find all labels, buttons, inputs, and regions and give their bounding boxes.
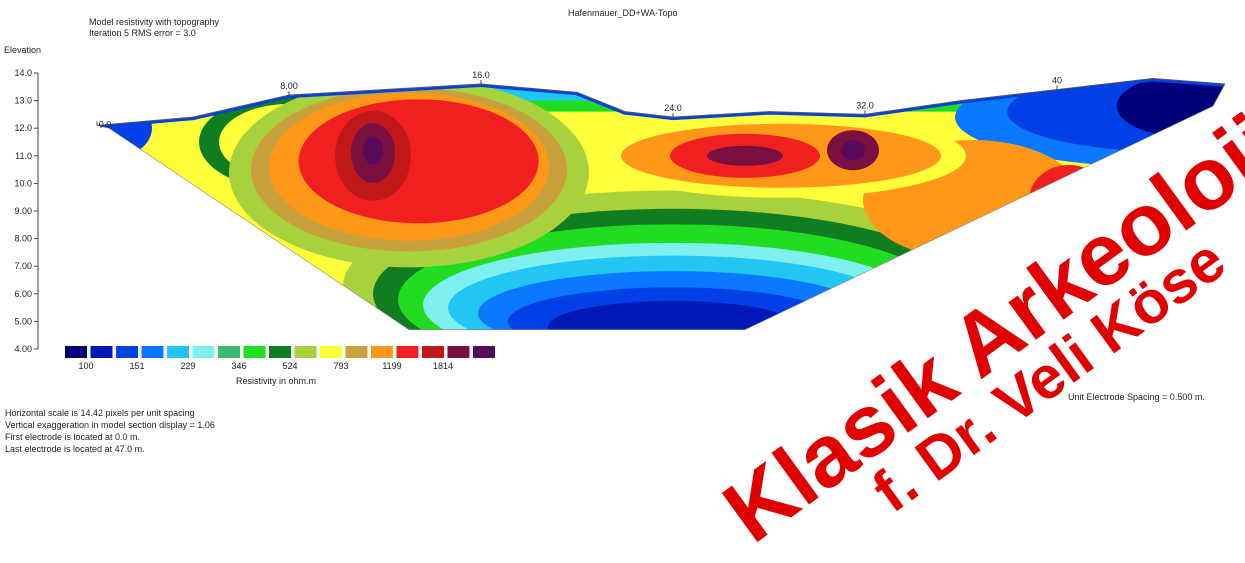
x-tick-label: 0.0 [99,119,112,129]
colorbar-tick-label: 793 [333,361,348,371]
colorbar-tick-label: 100 [78,361,93,371]
y-axis-label: Elevation [4,45,42,55]
y-tick-label: 4.00 [14,344,32,354]
colorbar-swatch [345,346,368,358]
topography-line [96,78,1226,126]
unit-spacing-text: Unit Electrode Spacing = 0.500 m. [1068,392,1205,402]
y-tick-label: 10.0 [14,178,32,188]
colorbar-swatch [90,346,113,358]
colorbar-swatch [116,346,138,358]
colorbar-tick-label: 346 [231,361,246,371]
colorbar-swatch [269,346,291,358]
colorbar-tick-label: 151 [129,361,144,371]
center-red [298,99,539,224]
rc-core-3 [841,140,865,161]
layer-lower-8 [548,300,798,330]
y-tick-label: 8.00 [14,234,32,244]
y-tick-label: 12.0 [14,123,32,133]
x-tick-label: 32.0 [856,100,874,110]
footer-line-1: Horizontal scale is 14.42 pixels per uni… [5,408,195,418]
colorbar-swatch [65,346,87,358]
colorbar-tick-label: 229 [180,361,195,371]
y-tick-label: 11.0 [15,151,32,161]
center-core-2 [363,136,383,165]
chart-subtitle-line-2: Iteration 5 RMS error = 3.0 [89,28,196,38]
rc-core [707,145,783,166]
y-tick-label: 6.00 [14,289,32,299]
resistivity-section: 14.0 13.0 12.0 11.0 10.0 9.00 8.00 7.00 6.00 5.00… [14,68,1226,371]
colorbar-swatch [192,346,215,358]
colorbar-swatch [422,346,444,358]
footer-line-3: First electrode is located at 0.0 m. [5,432,141,442]
colorbar-swatch [447,346,470,358]
colorbar-swatch [141,346,164,358]
y-tick-label: 7.00 [14,261,32,271]
colorbar-swatch [396,346,419,358]
colorbar-swatch [294,346,317,358]
colorbar-swatch [371,346,393,358]
x-tick-label: 8.00 [280,81,298,91]
colorbar-tick-label: 524 [282,361,297,371]
colorbar-swatch [320,346,342,358]
x-tick-label: 16.0 [472,70,490,80]
colorbar-tick-label: 1199 [382,361,401,371]
colorbar-swatch [243,346,266,358]
y-tick-label: 14.0 [14,68,32,78]
x-tick-label: 24.0 [664,103,682,113]
y-tick-label: 13.0 [14,96,32,106]
colorbar-tick-label: 1814 [433,361,453,371]
footer-line-2: Vertical exaggeration in model section d… [5,420,215,430]
footer-line-4: Last electrode is located at 47.0 m. [5,444,145,454]
left-low [97,94,152,163]
chart-subtitle-line-1: Model resistivity with topography [89,17,220,27]
x-tick-label: 40 [1052,76,1062,86]
colorbar-label: Resistivity in ohm.m [236,376,317,386]
colorbar-swatch [218,346,240,358]
chart-title: Hafenmauer_DD+WA-Topo [568,8,678,18]
y-tick-label: 9.00 [14,206,32,216]
colorbar-swatch [167,346,189,358]
y-tick-label: 5.00 [14,316,32,326]
colorbar-swatch [473,346,495,358]
